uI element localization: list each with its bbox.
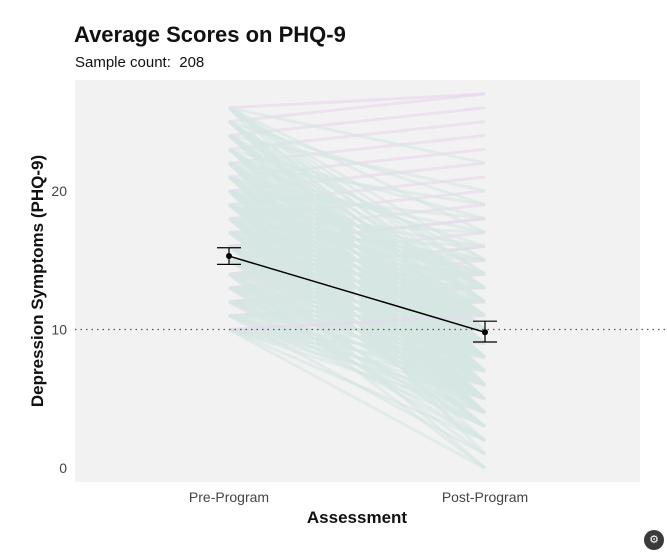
mean-point — [482, 329, 488, 336]
participant-line — [228, 134, 486, 290]
chart-title: Average Scores on PHQ-9 — [74, 22, 346, 47]
participant-line — [228, 328, 486, 387]
y-tick-label: 20 — [51, 183, 67, 199]
participant-line — [228, 148, 486, 304]
mean-series — [217, 247, 497, 343]
y-tick-label: 10 — [51, 322, 67, 338]
sample-count-value: 208 — [179, 54, 205, 71]
y-axis-title: Depression Symptoms (PHQ-9) — [28, 155, 47, 407]
participant-line — [228, 244, 486, 262]
individual-pairs — [227, 92, 487, 470]
participant-line — [228, 328, 486, 470]
participant-line — [227, 106, 487, 386]
mean-line — [228, 255, 486, 334]
participant-line — [228, 258, 486, 276]
participant-line — [228, 106, 486, 137]
chart-subtitle: Sample count: 208 — [75, 54, 204, 71]
participant-line — [228, 106, 486, 234]
participant-line — [228, 106, 486, 262]
y-tick-label: 0 — [59, 460, 67, 476]
x-axis-ticks: Pre-Program Post-Program — [189, 489, 528, 505]
y-axis-ticks: 0 10 20 — [51, 183, 67, 476]
participant-line — [227, 162, 487, 400]
participant-line — [228, 314, 486, 373]
x-tick-label: Post-Program — [442, 489, 528, 505]
participant-line — [228, 272, 486, 470]
participant-line — [228, 92, 486, 110]
participant-line — [228, 217, 486, 428]
settings-badge-icon[interactable]: ⚙ — [644, 530, 664, 550]
mean-point — [226, 253, 232, 260]
participant-line — [228, 314, 486, 415]
participant-line — [228, 106, 486, 331]
x-axis-title: Assessment — [307, 508, 408, 527]
x-tick-label: Pre-Program — [189, 489, 269, 505]
participant-line — [227, 162, 487, 414]
participant-line — [228, 203, 486, 414]
participant-line — [228, 175, 486, 290]
participant-line — [228, 106, 486, 276]
sample-count-label: Sample count: — [75, 54, 171, 71]
participant-line — [228, 106, 486, 165]
participant-line — [228, 120, 486, 290]
